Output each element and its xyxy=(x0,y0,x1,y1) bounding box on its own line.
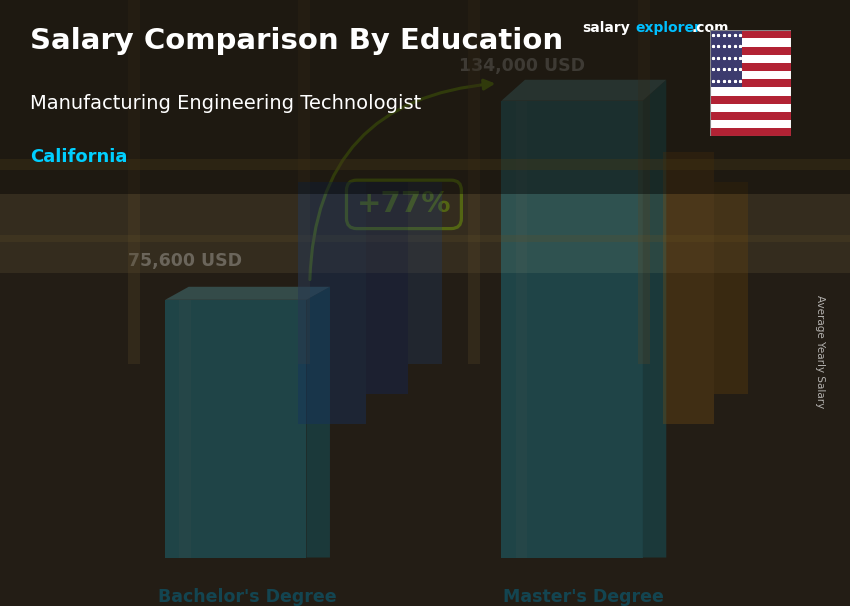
Bar xyxy=(710,30,791,38)
Text: .com: .com xyxy=(692,21,729,35)
Bar xyxy=(638,0,650,364)
Text: Salary Comparison By Education: Salary Comparison By Education xyxy=(30,27,563,55)
Polygon shape xyxy=(165,287,330,300)
Bar xyxy=(710,128,791,136)
Bar xyxy=(0,0,850,194)
Bar xyxy=(0,0,850,273)
Polygon shape xyxy=(502,101,643,558)
Text: Manufacturing Engineering Technologist: Manufacturing Engineering Technologist xyxy=(30,94,421,113)
Polygon shape xyxy=(516,101,527,558)
Polygon shape xyxy=(306,287,330,558)
Bar xyxy=(0,235,850,242)
Bar xyxy=(710,104,791,112)
Text: Bachelor's Degree: Bachelor's Degree xyxy=(158,588,337,605)
Text: California: California xyxy=(30,148,127,167)
Bar xyxy=(710,63,791,71)
Bar xyxy=(0,273,850,606)
Text: Average Yearly Salary: Average Yearly Salary xyxy=(815,295,825,408)
Bar xyxy=(366,182,408,394)
Bar xyxy=(710,112,791,120)
Bar xyxy=(710,30,742,87)
Bar xyxy=(128,0,140,364)
Bar xyxy=(710,120,791,128)
Polygon shape xyxy=(502,80,666,101)
Bar xyxy=(408,182,442,364)
Bar xyxy=(710,38,791,47)
Bar xyxy=(663,152,714,424)
Text: salary: salary xyxy=(582,21,630,35)
Bar xyxy=(710,79,791,87)
Text: 134,000 USD: 134,000 USD xyxy=(459,56,585,75)
Bar xyxy=(714,182,748,394)
Bar xyxy=(710,87,791,96)
Bar xyxy=(298,0,310,364)
Bar xyxy=(298,182,366,424)
Text: 75,600 USD: 75,600 USD xyxy=(128,252,242,270)
Bar xyxy=(710,96,791,104)
Text: explorer: explorer xyxy=(635,21,700,35)
Bar xyxy=(710,71,791,79)
Text: +77%: +77% xyxy=(357,190,451,218)
Polygon shape xyxy=(165,300,306,558)
Bar xyxy=(710,55,791,63)
Bar xyxy=(468,0,480,364)
Polygon shape xyxy=(179,300,190,558)
Text: Master's Degree: Master's Degree xyxy=(503,588,665,605)
Polygon shape xyxy=(643,80,666,558)
Bar xyxy=(710,47,791,55)
Bar xyxy=(0,159,850,170)
